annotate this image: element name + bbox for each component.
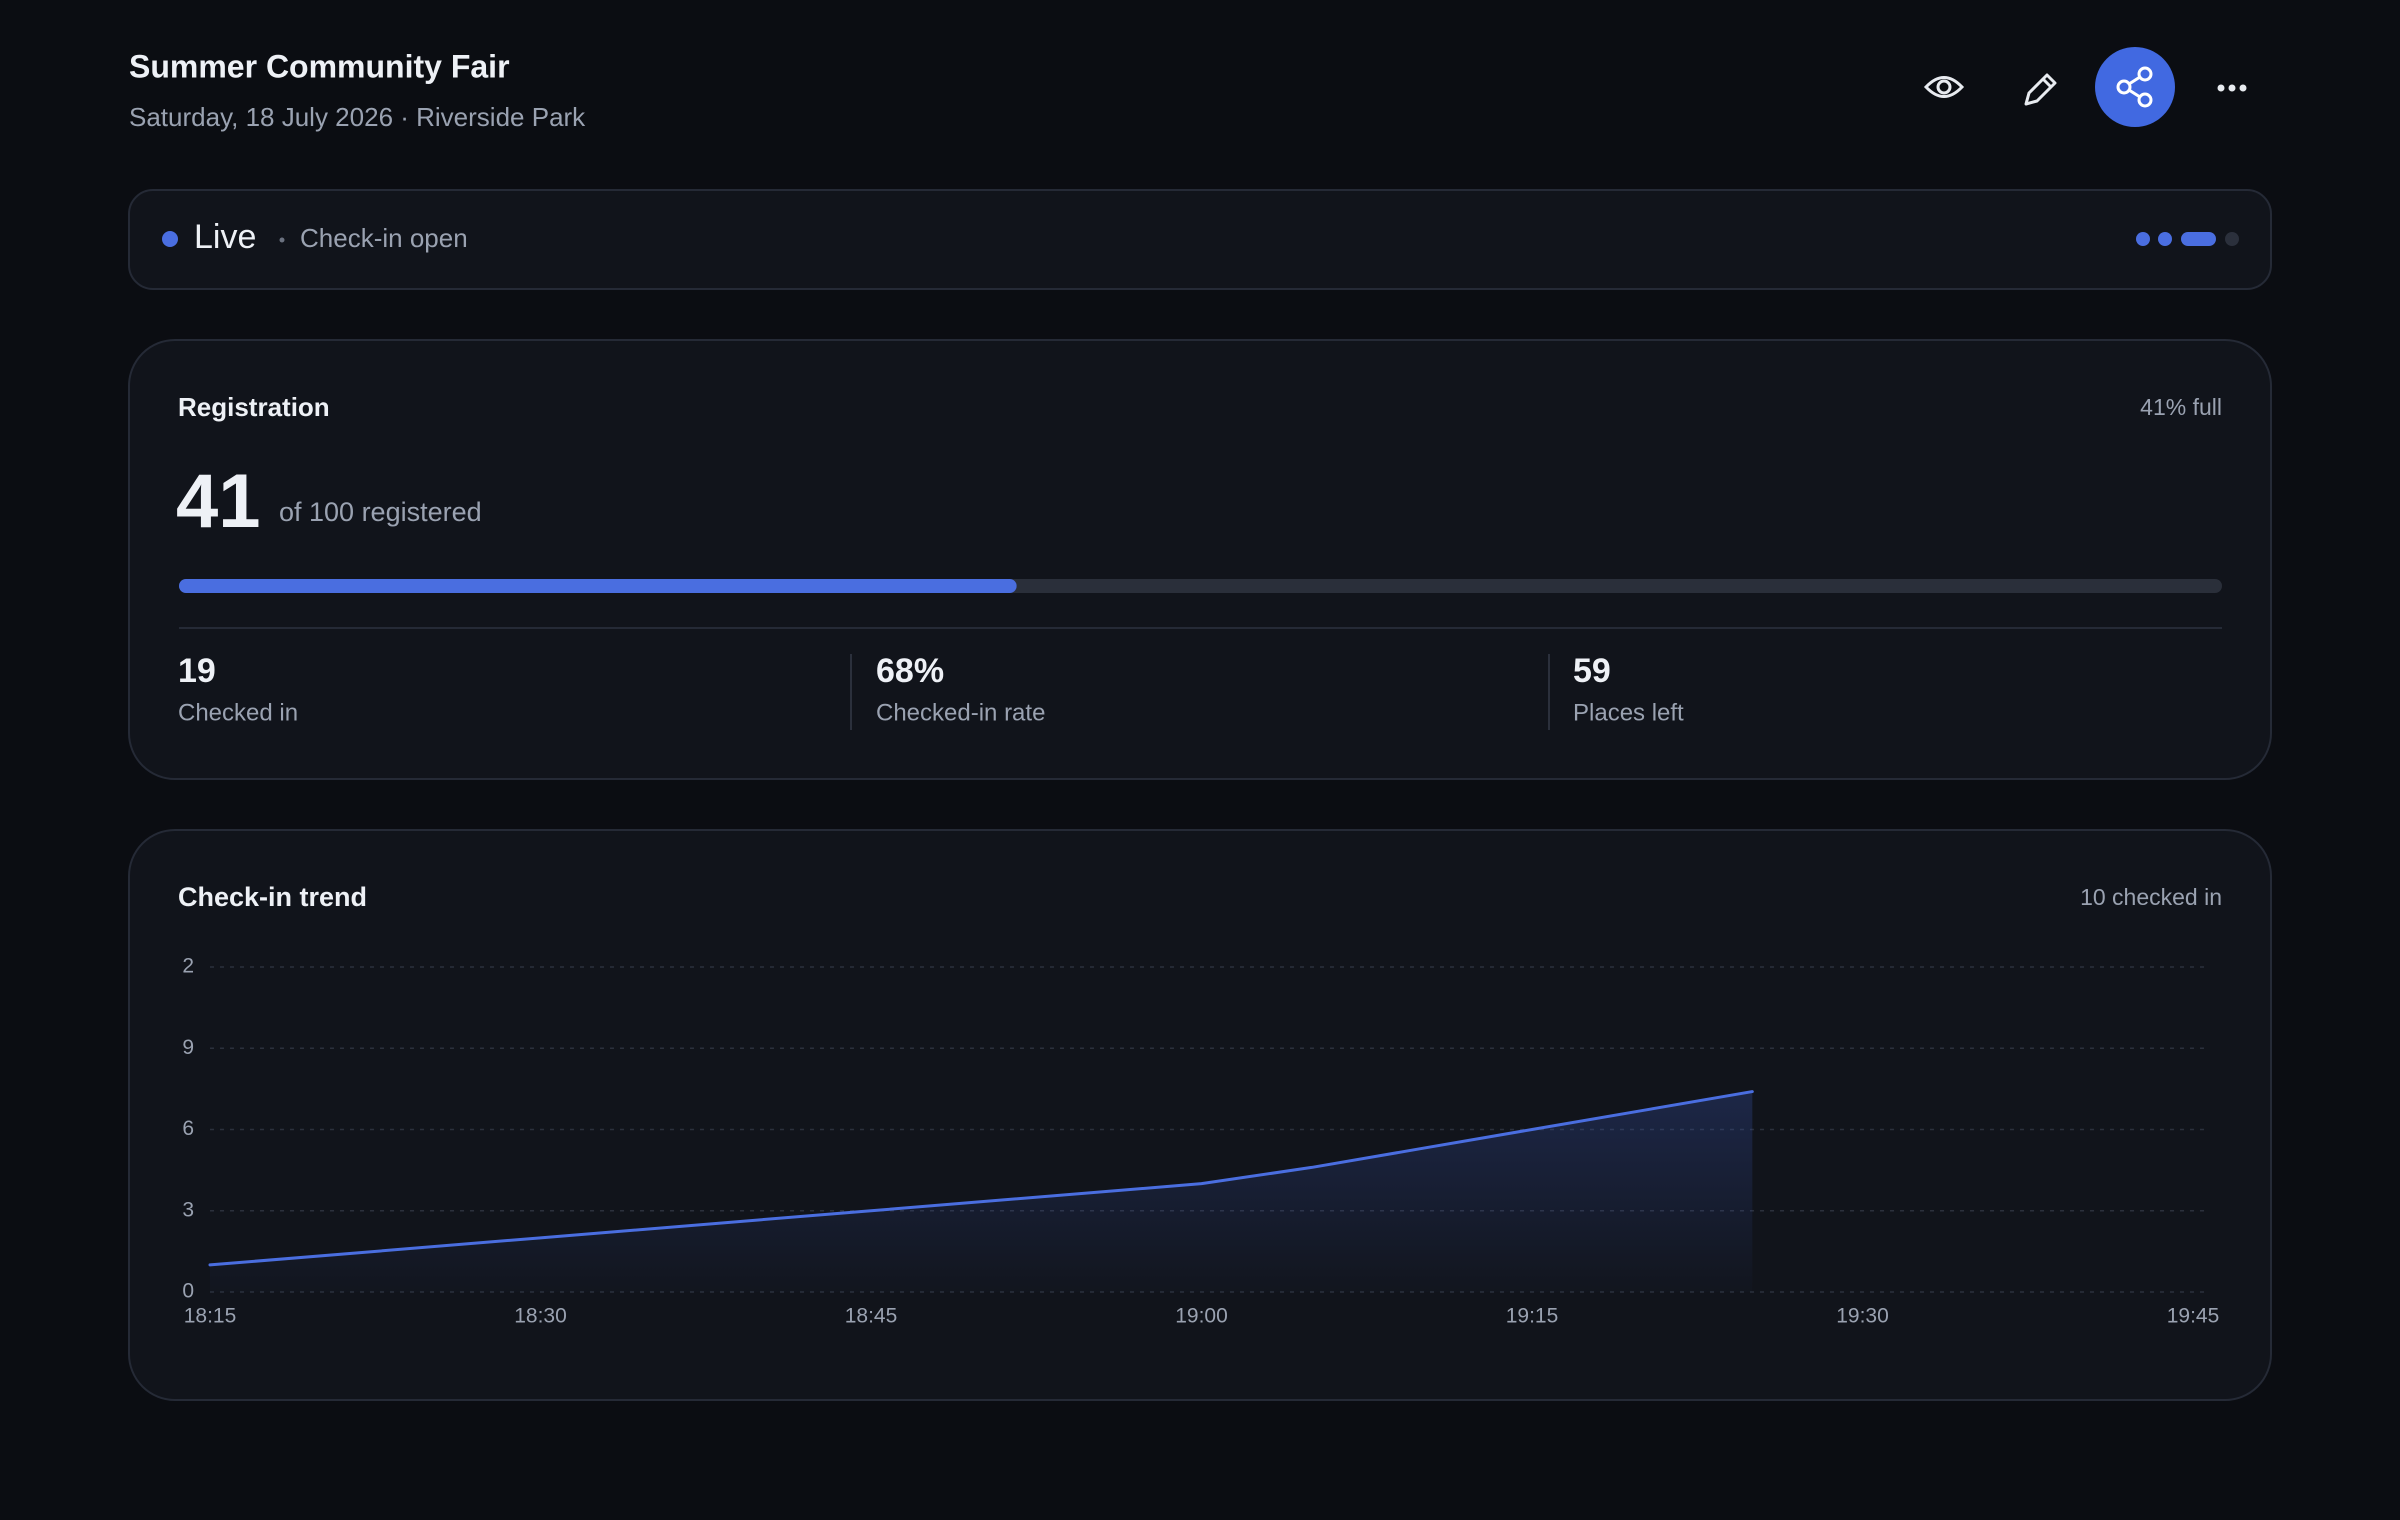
stat-label: Checked-in rate: [876, 699, 1045, 726]
y-tick-label: 6: [182, 1117, 194, 1140]
registered-summary: of 100 registered: [279, 497, 482, 527]
y-tick-label: 2: [182, 955, 194, 978]
line: [208, 1090, 1754, 1267]
area: [210, 1091, 1753, 1292]
stat-label: Checked in: [178, 699, 298, 726]
status-detail: Check-in open: [300, 223, 468, 253]
registration-title: Registration: [178, 392, 330, 422]
y-tick-label: 3: [182, 1198, 194, 1221]
stat-value: 68%: [876, 652, 944, 690]
x-tick-label: 19:00: [1175, 1305, 1228, 1328]
stat-value: 59: [1573, 652, 1611, 690]
x-tick-label: 19:15: [1506, 1305, 1559, 1328]
chart-annotation: 10 checked in: [2080, 884, 2222, 910]
edit-button[interactable]: [2024, 73, 2057, 106]
chart-title: Check-in trend: [178, 882, 367, 912]
x-tick-label: 18:15: [184, 1305, 237, 1328]
stat-value: 19: [178, 652, 216, 690]
x-tick-label: 18:30: [514, 1305, 567, 1328]
registration-card: [128, 339, 2272, 780]
registration-badge: 41% full: [2140, 394, 2222, 420]
status-card: [128, 189, 2272, 290]
more-button[interactable]: [2217, 84, 2247, 92]
x-tick-label: 18:45: [845, 1305, 898, 1328]
progress-fill: [179, 579, 1017, 593]
chart: 2 9 6 3 018:15 18:30 18:45 19:00 19:15 19:30 19:45: [182, 955, 2219, 1328]
pager: [2136, 232, 2239, 246]
view-button[interactable]: [1923, 76, 1965, 98]
event-title: Summer Community Fair: [129, 48, 510, 84]
status-label: Live: [194, 218, 256, 256]
live-dot: [162, 231, 178, 247]
y-tick-label: 9: [182, 1036, 194, 1059]
x-tick-label: 19:30: [1836, 1305, 1889, 1328]
event-subtitle: Saturday, 18 July 2026 · Riverside Park: [129, 102, 586, 132]
y-tick-label: 0: [182, 1280, 194, 1303]
stat-label: Places left: [1573, 699, 1684, 726]
x-tick-label: 19:45: [2167, 1305, 2220, 1328]
separator: [279, 237, 285, 243]
share-button[interactable]: [2095, 47, 2175, 127]
registered-count: 41: [176, 459, 261, 544]
